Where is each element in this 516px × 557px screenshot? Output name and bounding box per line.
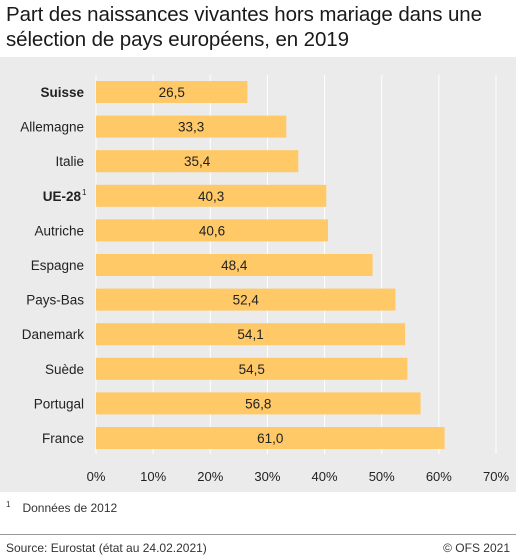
value-label: 35,4	[184, 154, 211, 169]
bar	[96, 219, 328, 242]
bar	[96, 427, 445, 449]
category-label: Italie	[55, 154, 84, 169]
category-label: Danemark	[22, 327, 85, 342]
value-label: 54,5	[239, 362, 265, 377]
x-tick-label: 60%	[426, 469, 452, 484]
chart-title: Part des naissances vivantes hors mariag…	[6, 3, 482, 51]
value-label: 40,3	[198, 189, 224, 204]
value-label: 54,1	[237, 327, 263, 342]
category-label: Allemagne	[20, 120, 84, 135]
bar	[96, 288, 396, 311]
footnote-text: Données de 2012	[22, 501, 118, 515]
bar	[96, 115, 287, 138]
x-tick-label: 30%	[254, 469, 280, 484]
category-label: UE-28	[43, 189, 82, 204]
value-label: 52,4	[233, 293, 260, 308]
bar	[96, 392, 421, 415]
x-tick-label: 0%	[87, 469, 106, 484]
value-label: 61,0	[257, 431, 283, 446]
x-tick-label: 50%	[369, 469, 395, 484]
category-label: France	[42, 431, 84, 446]
category-label: Autriche	[34, 223, 84, 238]
footnote: 1 Données de 2012	[6, 500, 117, 515]
bar	[96, 81, 248, 103]
footnote-marker: 1	[6, 500, 11, 509]
value-label: 48,4	[221, 258, 248, 273]
category-label: Suisse	[40, 85, 84, 100]
value-label: 26,5	[159, 85, 185, 100]
footer-divider	[0, 534, 516, 535]
x-tick-label: 70%	[483, 469, 509, 484]
category-label: Pays-Bas	[26, 293, 84, 308]
x-tick-label: 20%	[197, 469, 223, 484]
value-label: 33,3	[178, 120, 204, 135]
bar	[96, 184, 327, 207]
category-label: Portugal	[34, 396, 84, 411]
source-note: Source: Eurostat (état au 24.02.2021)	[6, 541, 207, 555]
bar	[96, 150, 299, 173]
value-label: 56,8	[245, 396, 271, 411]
x-tick-label: 10%	[140, 469, 166, 484]
value-label: 40,6	[199, 223, 225, 238]
bar	[96, 357, 408, 380]
bar-chart: 0% 10% 20% 30% 40% 50% 60% 70% Suisse 26,5 Allemag…	[20, 75, 509, 484]
x-tick-label: 40%	[312, 469, 338, 484]
category-label: Suède	[45, 362, 84, 377]
bar	[96, 323, 406, 346]
category-footnote-marker: 1	[82, 188, 87, 197]
category-label: Espagne	[31, 258, 84, 273]
bar	[96, 254, 373, 276]
copyright: © OFS 2021	[443, 541, 510, 555]
